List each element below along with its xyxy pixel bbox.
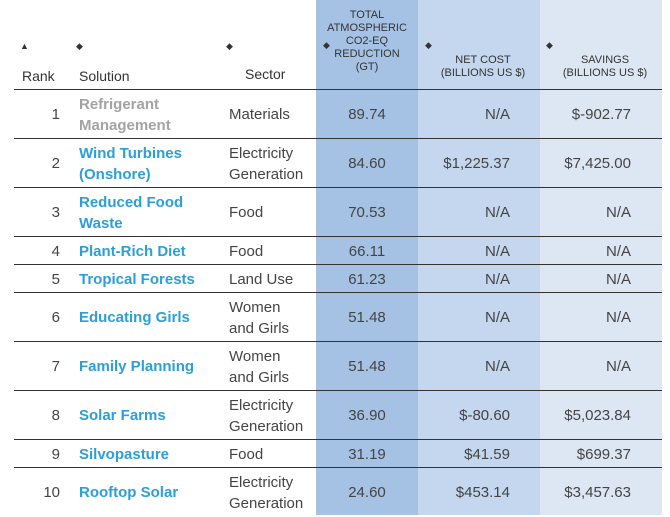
- savings-cell: N/A: [605, 242, 631, 260]
- sector-cell: Electricity Generation: [229, 396, 304, 435]
- header-divider: [14, 89, 662, 90]
- solution-link[interactable]: Educating Girls: [79, 309, 190, 326]
- reduction-cell: 24.60: [348, 484, 386, 501]
- net-cost-cell: N/A: [484, 309, 510, 326]
- row-divider: [14, 138, 662, 139]
- sector-cell: Land Use: [229, 270, 294, 288]
- table-row: 2 Wind Turbines (Onshore) Electricity Genera…: [0, 139, 670, 188]
- reduction-cell: 51.48: [348, 358, 386, 375]
- rank-cell: 9: [51, 445, 60, 463]
- savings-cell: $7,425.00: [564, 155, 631, 172]
- table-row: 7 Family Planning Women and Girls 51.48 N/A N/…: [0, 342, 670, 391]
- savings-cell: N/A: [605, 358, 631, 375]
- reduction-cell: 70.53: [348, 204, 386, 221]
- row-divider: [14, 390, 662, 391]
- solution-link[interactable]: Reduced Food Waste: [79, 193, 184, 232]
- net-cost-cell: N/A: [484, 106, 510, 123]
- rank-cell: 6: [51, 309, 60, 326]
- rank-cell: 1: [51, 106, 60, 123]
- net-cost-cell: N/A: [484, 242, 510, 260]
- net-cost-cell: N/A: [484, 270, 510, 288]
- header-reduction-label: TOTAL ATMOSPHERIC CO2-EQ REDUCTION (GT): [327, 9, 407, 73]
- reduction-cell: 84.60: [348, 155, 386, 172]
- row-divider: [14, 187, 662, 188]
- solution-link[interactable]: Refrigerant Management: [79, 95, 171, 134]
- rank-cell: 4: [51, 242, 60, 260]
- savings-cell: $699.37: [576, 445, 631, 463]
- sector-cell: Food: [229, 445, 264, 463]
- savings-cell: $-902.77: [571, 106, 631, 123]
- row-divider: [14, 292, 662, 293]
- sort-icon[interactable]: ◆: [76, 41, 83, 51]
- savings-cell: N/A: [605, 270, 631, 288]
- savings-cell: $5,023.84: [564, 407, 631, 424]
- sort-icon[interactable]: ◆: [226, 41, 233, 51]
- sector-cell: Women and Girls: [229, 298, 290, 337]
- savings-cell: $3,457.63: [564, 484, 631, 501]
- net-cost-cell: $453.14: [455, 484, 510, 501]
- sector-cell: Electricity Generation: [229, 144, 304, 183]
- reduction-cell: 66.11: [348, 242, 386, 260]
- sort-icon[interactable]: ◆: [323, 40, 330, 50]
- header-rank-label: Rank: [22, 68, 55, 84]
- header-savings-label: SAVINGS (BILLIONS US $): [562, 54, 648, 79]
- savings-cell: N/A: [605, 204, 631, 221]
- net-cost-cell: N/A: [484, 358, 510, 375]
- table-row: 3 Reduced Food Waste Food 70.53 N/A N/A: [0, 188, 670, 237]
- sector-cell: Electricity Generation: [229, 473, 304, 512]
- table-row: 10 Rooftop Solar Electricity Generation 24.6…: [0, 468, 670, 517]
- table-header: ▲ Rank ◆ Solution ◆ Sector ◆ TOTAL ATMOS…: [0, 0, 670, 90]
- table-row: 1 Refrigerant Management Materials 89.74 N/A $…: [0, 90, 670, 139]
- solution-link[interactable]: Wind Turbines (Onshore): [79, 144, 182, 183]
- sector-cell: Food: [229, 242, 264, 260]
- table-row: 5 Tropical Forests Land Use 61.23 N/A N/A: [0, 265, 670, 293]
- net-cost-column-bg: [418, 0, 540, 515]
- solution-link[interactable]: Solar Farms: [79, 407, 166, 424]
- solution-link[interactable]: Rooftop Solar: [79, 484, 179, 501]
- rank-cell: 8: [51, 407, 60, 424]
- reduction-cell: 61.23: [348, 270, 386, 288]
- solution-link[interactable]: Silvopasture: [79, 445, 170, 463]
- header-net-cost-label: NET COST (BILLIONS US $): [440, 54, 526, 79]
- table-row: 8 Solar Farms Electricity Generation 36.90 $-…: [0, 391, 670, 440]
- sort-icon[interactable]: ◆: [425, 40, 432, 50]
- row-divider: [14, 264, 662, 265]
- row-divider: [14, 439, 662, 440]
- sort-ascending-icon[interactable]: ▲: [20, 41, 29, 51]
- solution-link[interactable]: Family Planning: [79, 358, 195, 375]
- solution-link[interactable]: Plant-Rich Diet: [79, 242, 186, 260]
- savings-column-bg: [540, 0, 662, 515]
- header-solution-label: Solution: [79, 68, 130, 84]
- rank-cell: 10: [43, 484, 60, 501]
- reduction-cell: 51.48: [348, 309, 386, 326]
- rank-cell: 7: [51, 358, 60, 375]
- reduction-cell: 89.74: [348, 106, 386, 123]
- table-row: 4 Plant-Rich Diet Food 66.11 N/A N/A: [0, 237, 670, 265]
- row-divider: [14, 341, 662, 342]
- sector-cell: Women and Girls: [229, 347, 290, 386]
- rank-cell: 2: [51, 155, 60, 172]
- net-cost-cell: $-80.60: [459, 407, 510, 424]
- reduction-cell: 36.90: [348, 407, 386, 424]
- net-cost-cell: $1,225.37: [443, 155, 510, 172]
- reduction-column-bg: [316, 0, 418, 515]
- table-row: 9 Silvopasture Food 31.19 $41.59 $699.37: [0, 440, 670, 468]
- net-cost-cell: $41.59: [464, 445, 510, 463]
- header-sector-label: Sector: [245, 66, 286, 82]
- table-row: 6 Educating Girls Women and Girls 51.48 N/A N/…: [0, 293, 670, 342]
- sort-icon[interactable]: ◆: [546, 40, 553, 50]
- row-divider: [14, 467, 662, 468]
- rank-cell: 3: [51, 204, 60, 221]
- sector-cell: Materials: [229, 106, 290, 123]
- solution-link[interactable]: Tropical Forests: [79, 270, 195, 288]
- net-cost-cell: N/A: [484, 204, 510, 221]
- row-divider: [14, 236, 662, 237]
- rank-cell: 5: [51, 270, 60, 288]
- sector-cell: Food: [229, 204, 264, 221]
- savings-cell: N/A: [605, 309, 631, 326]
- reduction-cell: 31.19: [348, 445, 386, 463]
